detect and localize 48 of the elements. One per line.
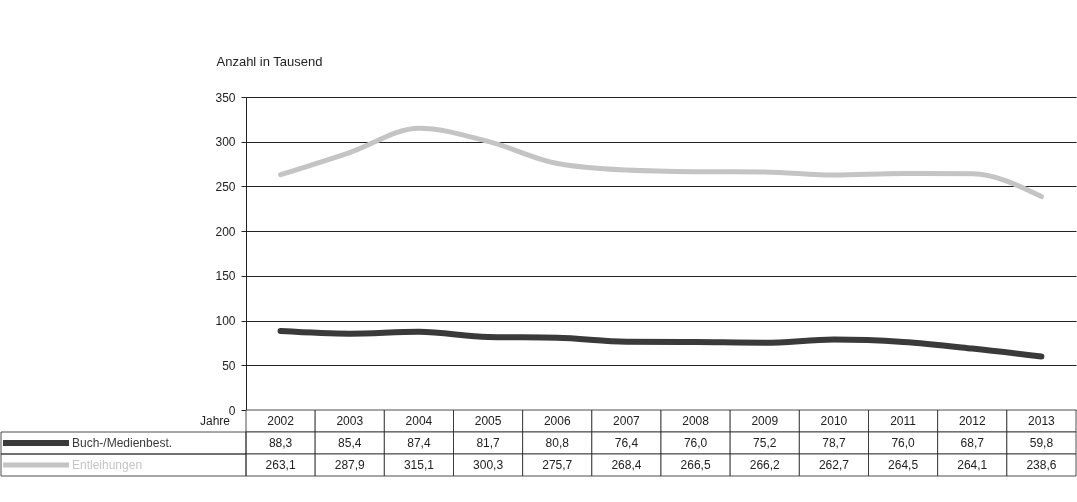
data-label: 266,2	[749, 458, 781, 472]
data-label: 76,0	[683, 436, 708, 450]
x-tick-label: 2006	[543, 414, 571, 428]
data-label: 315,1	[403, 458, 435, 472]
data-label: 268,4	[611, 458, 642, 472]
x-tick-label: 2003	[336, 414, 364, 428]
y-tick-label: 250	[215, 179, 236, 194]
x-tick-label: 2004	[405, 414, 433, 428]
x-tick-label: 2012	[958, 414, 986, 428]
y-tick-label: 100	[215, 314, 236, 329]
data-label: 263,1	[265, 458, 296, 472]
data-label: 88,3	[268, 436, 293, 450]
data-label: 81,7	[476, 436, 501, 450]
data-label: 262,7	[818, 458, 850, 472]
y-tick-label: 300	[215, 135, 236, 150]
data-label: 76,4	[614, 436, 639, 450]
data-label: 238,6	[1026, 458, 1057, 472]
x-tick-label: 2009	[751, 414, 779, 428]
x-tick-label: 2011	[890, 414, 917, 428]
y-tick-label: 150	[215, 269, 236, 284]
x-axis-title: Jahre	[199, 414, 231, 428]
data-label: 300,3	[473, 458, 504, 472]
y-tick-label: 0	[228, 403, 236, 418]
x-tick-label: 2005	[474, 414, 502, 428]
x-tick-label: 2008	[682, 414, 710, 428]
data-label: 85,4	[338, 436, 362, 450]
y-axis-title: Anzahl in Tausend	[216, 53, 323, 69]
data-label: 275,7	[542, 458, 573, 472]
data-label: 87,4	[407, 436, 431, 450]
data-label: 76,0	[891, 436, 916, 450]
data-label: 287,9	[334, 458, 366, 472]
data-label: 264,5	[888, 458, 919, 472]
data-label: 80,8	[545, 436, 570, 450]
data-label: 59,8	[1029, 436, 1054, 450]
data-label: 68,7	[960, 436, 985, 450]
data-label: 78,7	[822, 436, 846, 450]
x-tick-label: 2002	[267, 414, 295, 428]
x-tick-label: 2013	[1028, 414, 1056, 428]
data-label: 75,2	[753, 436, 777, 450]
x-tick-label: 2010	[820, 414, 848, 428]
text: Entleihungen	[72, 458, 143, 472]
y-tick-label: 350	[215, 90, 236, 105]
text: Buch-/Medienbest.	[72, 436, 173, 450]
data-label: 264,1	[957, 458, 988, 472]
x-tick-label: 2007	[613, 414, 641, 428]
data-label: 266,5	[680, 458, 711, 472]
y-tick-label: 50	[222, 358, 236, 373]
y-tick-label: 200	[215, 224, 236, 239]
